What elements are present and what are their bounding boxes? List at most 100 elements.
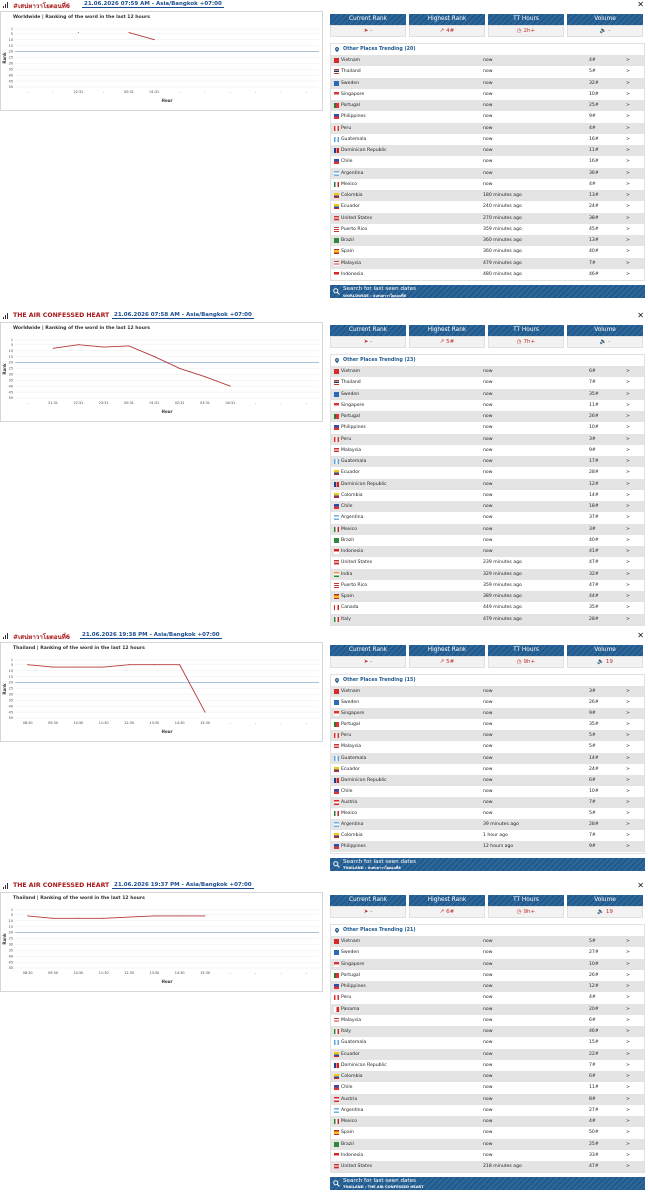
data-point[interactable]: [77, 344, 79, 346]
row-expand-icon[interactable]: >: [626, 181, 630, 187]
place-row[interactable]: Argentina now 36# >: [331, 167, 644, 179]
data-point[interactable]: [204, 711, 206, 713]
row-expand-icon[interactable]: >: [626, 766, 630, 772]
data-point[interactable]: [103, 346, 105, 348]
row-expand-icon[interactable]: >: [626, 571, 630, 577]
row-expand-icon[interactable]: >: [626, 755, 630, 761]
row-expand-icon[interactable]: >: [626, 833, 630, 839]
place-row[interactable]: Brazil now 25# >: [331, 1138, 644, 1150]
place-row[interactable]: Portugal now 35# >: [331, 719, 644, 731]
row-expand-icon[interactable]: >: [626, 526, 630, 532]
row-expand-icon[interactable]: >: [626, 91, 630, 97]
row-expand-icon[interactable]: >: [626, 700, 630, 706]
row-expand-icon[interactable]: >: [626, 125, 630, 131]
place-row[interactable]: India 329 minutes ago 32# >: [331, 568, 644, 580]
row-expand-icon[interactable]: >: [626, 616, 630, 622]
place-row[interactable]: Spain now 50# >: [331, 1127, 644, 1139]
data-point[interactable]: [229, 385, 231, 387]
row-expand-icon[interactable]: >: [626, 1040, 630, 1046]
row-expand-icon[interactable]: >: [626, 148, 630, 153]
row-expand-icon[interactable]: >: [626, 961, 630, 967]
row-expand-icon[interactable]: >: [626, 1152, 630, 1158]
row-expand-icon[interactable]: >: [626, 844, 630, 850]
place-row[interactable]: Chile now 10# >: [331, 785, 644, 797]
row-expand-icon[interactable]: >: [626, 58, 630, 63]
place-row[interactable]: Argentina 39 minutes ago 28# >: [331, 819, 644, 831]
data-point[interactable]: [128, 916, 130, 918]
place-row[interactable]: Puerto Rico 359 minutes ago 45# >: [331, 223, 644, 235]
place-row[interactable]: Guatemala now 16# >: [331, 133, 644, 145]
row-expand-icon[interactable]: >: [626, 733, 630, 739]
place-row[interactable]: Dominican Republic now 12# >: [331, 478, 644, 490]
place-row[interactable]: Dominican Republic now 6# >: [331, 774, 644, 786]
search-last-seen-button[interactable]: Search for last seen dates THAILAND › #เส…: [330, 857, 645, 871]
place-row[interactable]: Singapore now 9# >: [331, 708, 644, 720]
row-expand-icon[interactable]: >: [626, 605, 630, 611]
row-expand-icon[interactable]: >: [626, 380, 630, 386]
place-row[interactable]: United States 270 minutes ago 38# >: [331, 212, 644, 224]
place-row[interactable]: Panama now 20# >: [331, 1003, 644, 1015]
place-row[interactable]: Mexico now 4# >: [331, 178, 644, 190]
place-row[interactable]: Philippines now 12# >: [331, 981, 644, 993]
place-row[interactable]: Mexico now 3# >: [331, 523, 644, 535]
place-row[interactable]: Singapore now 10# >: [331, 958, 644, 970]
close-icon[interactable]: ✕: [637, 0, 644, 9]
place-row[interactable]: Austria now 8# >: [331, 1093, 644, 1105]
place-row[interactable]: Brazil 360 minutes ago 13# >: [331, 235, 644, 247]
place-row[interactable]: Chile now 18# >: [331, 501, 644, 513]
close-icon[interactable]: ✕: [637, 631, 644, 640]
row-expand-icon[interactable]: >: [626, 492, 630, 498]
row-expand-icon[interactable]: >: [626, 136, 630, 142]
place-row[interactable]: Austria now 7# >: [331, 796, 644, 809]
row-expand-icon[interactable]: >: [626, 722, 630, 728]
place-row[interactable]: Sweden now 26# >: [331, 697, 644, 709]
place-row[interactable]: Guatemala now 15# >: [331, 1037, 644, 1049]
place-row[interactable]: Indonesia now 41# >: [331, 546, 644, 558]
row-expand-icon[interactable]: >: [626, 414, 630, 419]
place-row[interactable]: Vietnam now 3# >: [331, 686, 644, 698]
place-row[interactable]: Philippines now 10# >: [331, 422, 644, 434]
row-expand-icon[interactable]: >: [626, 972, 630, 978]
place-row[interactable]: Portugal now 26# >: [331, 969, 644, 981]
place-row[interactable]: Brazil now 40# >: [331, 534, 644, 546]
data-point[interactable]: [128, 664, 130, 666]
place-row[interactable]: Mexico now 4# >: [331, 1116, 644, 1128]
row-expand-icon[interactable]: >: [626, 114, 630, 120]
row-expand-icon[interactable]: >: [626, 69, 630, 75]
row-expand-icon[interactable]: >: [626, 369, 630, 374]
place-row[interactable]: Indonesia 480 minutes ago 46# >: [331, 268, 644, 280]
row-expand-icon[interactable]: >: [626, 402, 630, 408]
row-expand-icon[interactable]: >: [626, 777, 630, 783]
row-expand-icon[interactable]: >: [626, 788, 630, 794]
row-expand-icon[interactable]: >: [626, 689, 630, 694]
data-point[interactable]: [153, 915, 155, 917]
place-row[interactable]: Thailand now 5# >: [331, 66, 644, 78]
row-expand-icon[interactable]: >: [626, 260, 630, 266]
row-expand-icon[interactable]: >: [626, 822, 630, 828]
close-icon[interactable]: ✕: [637, 311, 644, 320]
row-expand-icon[interactable]: >: [626, 170, 630, 176]
row-expand-icon[interactable]: >: [626, 1085, 630, 1091]
row-expand-icon[interactable]: >: [626, 481, 630, 487]
data-point[interactable]: [27, 915, 29, 917]
place-row[interactable]: Peru now 4# >: [331, 992, 644, 1004]
data-point[interactable]: [52, 347, 54, 349]
row-expand-icon[interactable]: >: [626, 80, 630, 86]
place-row[interactable]: Sweden now 32# >: [331, 77, 644, 89]
row-expand-icon[interactable]: >: [626, 711, 630, 717]
place-row[interactable]: Singapore now 11# >: [331, 399, 644, 411]
row-expand-icon[interactable]: >: [626, 459, 630, 464]
row-expand-icon[interactable]: >: [626, 103, 630, 108]
place-row[interactable]: Malaysia 479 minutes ago 7# >: [331, 257, 644, 269]
row-expand-icon[interactable]: >: [626, 1096, 630, 1102]
row-expand-icon[interactable]: >: [626, 560, 630, 566]
place-row[interactable]: Vietnam now 6# >: [331, 366, 644, 378]
place-row[interactable]: Peru now 4# >: [331, 122, 644, 134]
row-expand-icon[interactable]: >: [626, 1051, 630, 1057]
place-row[interactable]: Peru now 5# >: [331, 730, 644, 742]
trend-title[interactable]: #เสน่หาวาโยตอนที่6: [13, 634, 71, 641]
data-point[interactable]: [77, 32, 79, 34]
place-row[interactable]: Canada 449 minutes ago 35# >: [331, 602, 644, 614]
row-expand-icon[interactable]: >: [626, 215, 630, 221]
data-point[interactable]: [153, 664, 155, 666]
